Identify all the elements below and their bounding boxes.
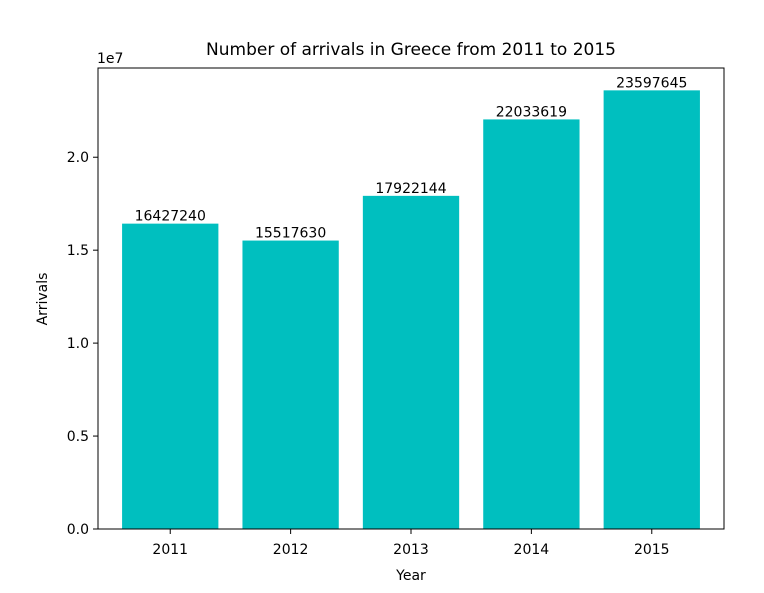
bar-2014 (483, 119, 580, 530)
bar-2013 (362, 195, 460, 529)
chart-title: Number of arrivals in Greece from 2011 t… (206, 40, 616, 60)
bar-2011 (122, 223, 219, 529)
plot-frame (97, 67, 725, 530)
x-tick-label-2011: 2011 (152, 542, 188, 558)
y-tick-label-0: 0.0 (67, 522, 89, 538)
y-tick-label-3: 1.5 (67, 243, 89, 259)
bars-layer: 16427240 15517630 17922144 22033619 23597645 (122, 75, 700, 530)
x-tick-label-2015: 2015 (634, 542, 670, 558)
axes-layer: 2011 2012 2013 2014 2015 0.0 0.5 1.0 1.5 2.0 (67, 150, 670, 558)
bar-2012 (242, 240, 339, 530)
x-tick-label-2013: 2013 (393, 542, 429, 558)
data-label-2011: 16427240 (135, 209, 206, 225)
x-tick-label-2012: 2012 (273, 542, 309, 558)
y-tick-label-4: 2.0 (67, 150, 89, 166)
x-tick-label-2014: 2014 (514, 542, 550, 558)
data-label-2015: 23597645 (616, 75, 687, 91)
y-tick-label-2: 1.0 (67, 336, 89, 352)
bar-2015 (603, 90, 700, 529)
y-axis-label: Arrivals (35, 273, 51, 326)
data-label-2013: 17922144 (375, 181, 446, 197)
data-label-2014: 22033619 (496, 104, 567, 120)
data-label-2012: 15517630 (255, 226, 326, 242)
y-scale-label: 1e7 (97, 51, 123, 67)
x-axis-label: Year (395, 568, 426, 584)
y-tick-label-1: 0.5 (67, 429, 89, 445)
